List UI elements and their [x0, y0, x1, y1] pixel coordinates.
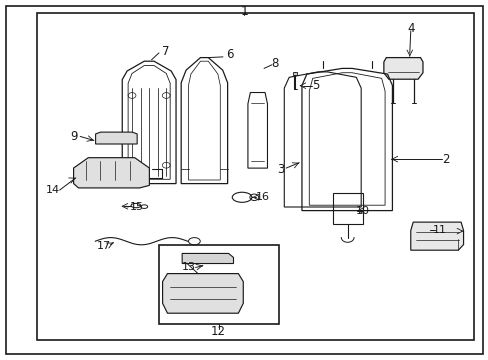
Text: 9: 9 [70, 130, 78, 143]
Text: 6: 6 [225, 48, 233, 61]
Polygon shape [162, 274, 243, 313]
Text: 10: 10 [355, 206, 369, 216]
Text: 3: 3 [277, 163, 285, 176]
Bar [159, 245, 278, 324]
Text: 8: 8 [270, 57, 278, 70]
Text: 4: 4 [406, 22, 414, 35]
Text: 13: 13 [182, 262, 196, 273]
Text: 14: 14 [46, 185, 60, 195]
Text: 5: 5 [311, 79, 319, 92]
Text: 11: 11 [432, 225, 446, 235]
Polygon shape [95, 132, 137, 144]
Bar [332, 193, 362, 224]
Text: 2: 2 [441, 153, 449, 166]
Polygon shape [410, 222, 463, 250]
Polygon shape [73, 158, 149, 188]
Bar [37, 13, 473, 340]
Polygon shape [383, 58, 422, 79]
Text: 17: 17 [97, 240, 111, 251]
Text: 1: 1 [240, 5, 248, 18]
Polygon shape [182, 253, 233, 264]
Bar [293, 72, 297, 75]
Text: 15: 15 [129, 202, 143, 212]
Text: 16: 16 [256, 192, 269, 202]
Text: 12: 12 [211, 325, 225, 338]
Text: 7: 7 [161, 45, 169, 58]
